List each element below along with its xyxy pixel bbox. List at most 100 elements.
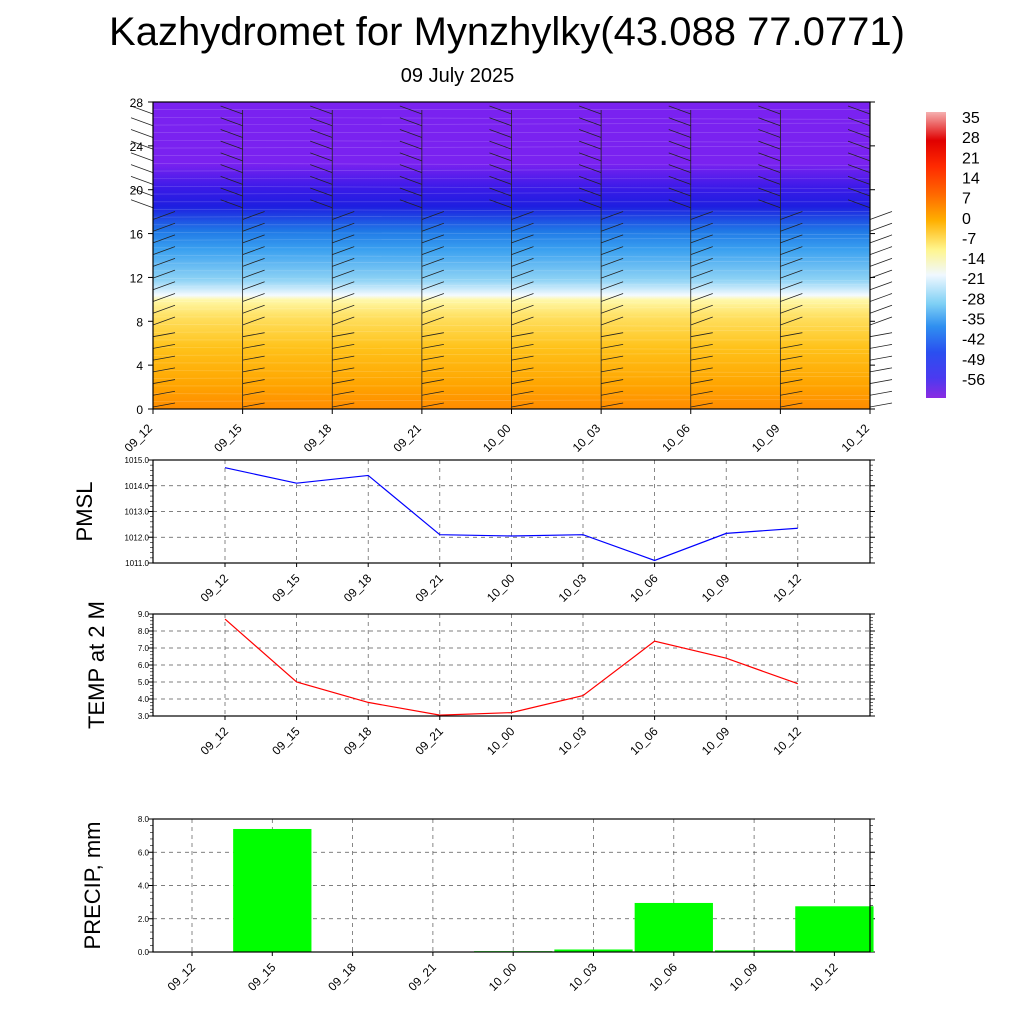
- wind-barb: [511, 246, 534, 256]
- wind-barb: [601, 332, 624, 338]
- bar: [714, 950, 794, 952]
- wind-barb: [242, 402, 265, 408]
- wind-barb: [601, 402, 624, 408]
- wind-barb: [511, 304, 534, 314]
- wind-barb: [130, 152, 154, 162]
- bar: [554, 949, 633, 952]
- wind-barb: [421, 332, 444, 338]
- wind-barb: [399, 152, 423, 162]
- wind-barb: [869, 222, 893, 232]
- wind-barb: [152, 390, 176, 396]
- x-tick-label: 09_18: [341, 571, 375, 605]
- y-axis-label: PRECIP, mm: [80, 822, 105, 950]
- wind-barb: [869, 344, 893, 349]
- wind-barb: [600, 269, 624, 279]
- wind-barb: [847, 129, 871, 138]
- wind-barb: [780, 304, 803, 314]
- wind-barb: [668, 187, 691, 197]
- wind-barb: [242, 257, 265, 267]
- colorbar-label: 21: [962, 150, 980, 167]
- wind-barb: [869, 390, 893, 396]
- wind-barb: [332, 257, 355, 267]
- wind-barb: [332, 367, 355, 373]
- wind-barb: [130, 117, 154, 127]
- wind-barb: [332, 379, 355, 384]
- wind-barb: [869, 269, 893, 279]
- wind-barb: [242, 379, 265, 384]
- x-tick-label: 10_06: [627, 724, 661, 758]
- wind-barb: [869, 355, 893, 361]
- wind-barb: [780, 344, 803, 349]
- wind-barb: [242, 304, 265, 314]
- wind-barb: [152, 367, 176, 373]
- wind-barb: [152, 246, 176, 256]
- temp-panel: 3.0 4.0 5.0 6.0 7.0 8.0 9.0 09_12 09_15 09_18 09_2…: [84, 601, 875, 758]
- wind-barb: [130, 129, 154, 138]
- y-axis-label: PMSL: [72, 482, 97, 542]
- wind-barb: [332, 344, 355, 349]
- wind-barb: [511, 269, 534, 279]
- wind-barb: [758, 105, 781, 115]
- wind-barb: [690, 293, 713, 302]
- wind-barb: [578, 187, 602, 197]
- wind-barb: [511, 344, 534, 349]
- x-tick-label: 10_00: [484, 724, 518, 758]
- colorbar-label: -56: [962, 372, 985, 389]
- x-tick-label: 10_00: [484, 571, 518, 605]
- wind-barb: [152, 269, 176, 279]
- wind-barb: [130, 175, 154, 185]
- wind-barb: [511, 390, 534, 396]
- colorbar-gradient: [926, 112, 946, 398]
- heatmap-y-tick-label: 24: [130, 140, 144, 154]
- x-tick-label: 09_21: [406, 960, 440, 994]
- wind-barb: [847, 140, 871, 150]
- wind-barb: [399, 164, 423, 173]
- wind-barb: [690, 234, 713, 244]
- wind-barb: [220, 164, 243, 173]
- wind-barb: [399, 117, 423, 127]
- x-tick-label: 10_00: [486, 960, 520, 994]
- wind-barb: [601, 344, 624, 349]
- wind-barb: [332, 316, 355, 326]
- wind-barb: [152, 234, 176, 244]
- heatmap-y-tick-label: 4: [136, 359, 143, 373]
- wind-barb: [152, 222, 176, 232]
- wind-barb: [690, 211, 713, 220]
- wind-barb: [780, 269, 803, 279]
- y-tick-label: 6.0: [138, 661, 150, 670]
- wind-barb: [668, 152, 691, 162]
- wind-barb: [668, 105, 691, 115]
- wind-barb: [668, 164, 691, 173]
- wind-barb: [310, 175, 333, 185]
- x-tick-label: 10_09: [699, 724, 733, 758]
- colorbar-label: -7: [962, 231, 976, 248]
- wind-barb: [668, 199, 691, 209]
- colorbar-label: -49: [962, 352, 985, 369]
- wind-barb: [601, 390, 624, 396]
- x-tick-label: 09_21: [412, 571, 446, 605]
- wind-barb: [152, 257, 176, 267]
- wind-barb: [780, 222, 803, 232]
- bar: [634, 902, 713, 952]
- wind-barb: [600, 211, 624, 220]
- wind-barb: [421, 379, 444, 384]
- pmsl-panel: 1011.0 1012.0 1013.0 1014.0 1015.0 09_12 09_15…: [72, 456, 875, 605]
- x-tick-label: 10_06: [646, 960, 680, 994]
- y-tick-label: 1012.0: [125, 533, 150, 542]
- panel-frame: [152, 613, 871, 717]
- wind-barb: [489, 187, 512, 197]
- page-title: Kazhydromet for Mynzhylky(43.088 77.0771…: [109, 10, 905, 54]
- wind-barb: [869, 332, 893, 338]
- heatmap-y-tick-label: 20: [130, 184, 144, 198]
- wind-barb: [511, 332, 534, 338]
- wind-barb: [310, 164, 333, 173]
- wind-barb: [242, 390, 265, 396]
- wind-barb: [758, 164, 781, 173]
- x-tick-label: 10_03: [556, 724, 590, 758]
- wind-barb: [421, 293, 445, 302]
- wind-barb: [668, 140, 691, 150]
- wind-barb: [600, 293, 624, 302]
- y-tick-label: 5.0: [138, 678, 150, 687]
- wind-barb: [690, 355, 713, 361]
- wind-barb: [489, 105, 512, 115]
